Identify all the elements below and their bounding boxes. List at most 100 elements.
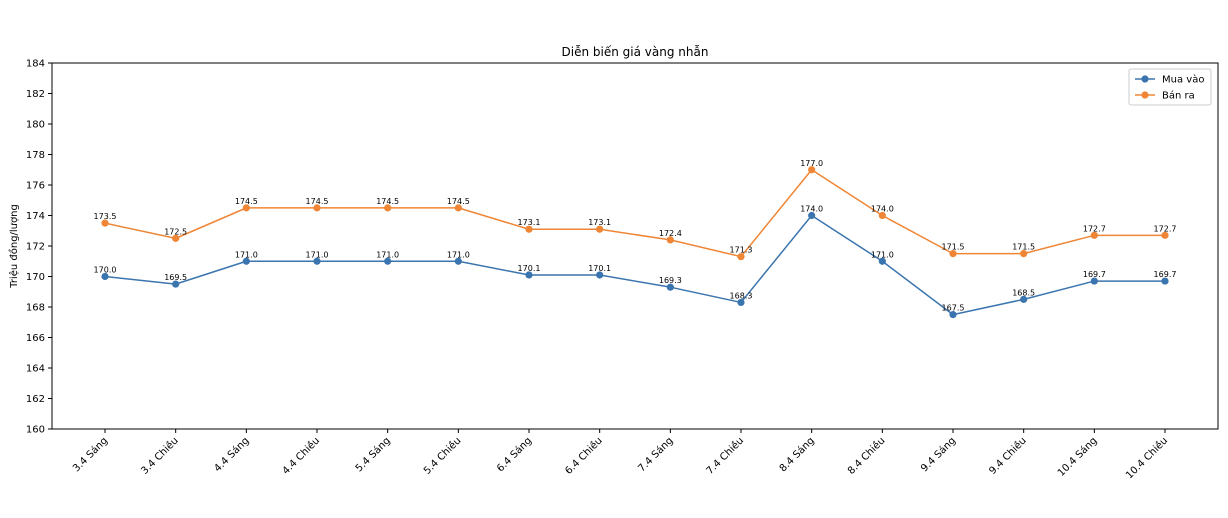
y-tick-label: 172 bbox=[26, 242, 45, 253]
data-label: 174.0 bbox=[871, 205, 894, 214]
data-point bbox=[737, 253, 745, 261]
data-point bbox=[242, 257, 250, 265]
data-point bbox=[737, 298, 745, 307]
x-tick-label: 7.4 Sáng bbox=[636, 435, 676, 475]
data-label: 174.5 bbox=[306, 197, 329, 206]
data-point bbox=[172, 234, 180, 242]
data-label: 171.0 bbox=[306, 250, 329, 259]
data-point bbox=[1161, 277, 1169, 285]
series-line-mua-vao bbox=[104, 214, 1165, 316]
data-label: 171.3 bbox=[730, 246, 753, 255]
legend-swatch-marker bbox=[1141, 75, 1149, 83]
data-point bbox=[242, 204, 250, 212]
data-label: 171.5 bbox=[1012, 243, 1035, 252]
data-point bbox=[454, 204, 462, 212]
y-tick-label: 176 bbox=[26, 181, 45, 192]
data-point bbox=[313, 204, 321, 212]
data-label: 170.1 bbox=[518, 264, 541, 273]
x-axis: 3.4 Sáng 3.4 Chiều 4.4 Sáng 4.4 Chiều 5.4 Sá… bbox=[70, 429, 1170, 481]
data-point bbox=[596, 271, 604, 279]
x-tick-label: 3.4 Chiều bbox=[139, 435, 181, 477]
y-tick-label: 166 bbox=[26, 333, 45, 344]
data-label: 171.0 bbox=[235, 250, 258, 259]
data-label: 172.7 bbox=[1083, 224, 1106, 233]
data-point bbox=[172, 280, 180, 288]
data-label: 171.5 bbox=[942, 243, 965, 252]
data-label: 174.0 bbox=[800, 205, 823, 214]
data-point bbox=[384, 257, 392, 265]
series-layer bbox=[101, 166, 1169, 319]
data-point bbox=[384, 204, 392, 212]
chart-title: Diễn biến giá vàng nhẫn bbox=[562, 45, 709, 59]
data-label: 174.5 bbox=[235, 197, 258, 206]
y-tick-label: 160 bbox=[26, 425, 45, 436]
x-tick-label: 5.4 Sáng bbox=[353, 435, 393, 475]
x-tick-label: 6.4 Sáng bbox=[494, 435, 534, 475]
data-label: 174.5 bbox=[447, 197, 470, 206]
data-label: 173.1 bbox=[588, 218, 611, 227]
y-tick-label: 170 bbox=[26, 272, 45, 283]
data-point bbox=[313, 257, 321, 265]
data-label: 173.5 bbox=[94, 212, 117, 221]
data-label: 172.7 bbox=[1154, 224, 1177, 233]
x-tick-label: 8.4 Chiều bbox=[845, 435, 887, 477]
y-axis: 160 162 164 166 168 170 172 174 176 178 180 182 184 bbox=[26, 59, 52, 436]
data-point bbox=[878, 211, 886, 220]
data-label: 173.1 bbox=[518, 218, 541, 227]
data-point bbox=[596, 225, 604, 233]
data-point bbox=[1020, 250, 1028, 258]
y-tick-label: 168 bbox=[26, 303, 45, 314]
data-point bbox=[454, 257, 462, 265]
data-point bbox=[101, 272, 109, 281]
y-tick-label: 174 bbox=[26, 211, 45, 222]
data-point bbox=[525, 225, 533, 233]
data-point bbox=[949, 250, 957, 258]
data-label: 174.5 bbox=[376, 197, 399, 206]
data-point bbox=[101, 219, 109, 227]
data-label: 169.3 bbox=[659, 276, 682, 285]
x-tick-label: 10.4 Sáng bbox=[1055, 435, 1099, 479]
y-tick-label: 184 bbox=[26, 59, 45, 70]
x-tick-label: 10.4 Chiều bbox=[1123, 435, 1170, 482]
data-label: 167.5 bbox=[942, 304, 965, 313]
data-label: 171.0 bbox=[871, 250, 894, 259]
y-axis-label: Triệu đồng/lượng bbox=[8, 204, 20, 289]
data-point bbox=[666, 283, 674, 291]
data-label: 172.4 bbox=[659, 229, 682, 238]
x-tick-label: 4.4 Sáng bbox=[212, 435, 252, 475]
data-label: 170.1 bbox=[588, 264, 611, 273]
x-tick-label: 9.4 Chiều bbox=[987, 435, 1029, 477]
data-point bbox=[525, 271, 533, 279]
x-tick-label: 7.4 Chiều bbox=[704, 435, 746, 477]
data-label: 169.7 bbox=[1083, 270, 1106, 279]
plot-frame bbox=[51, 62, 1219, 430]
x-tick-label: 8.4 Sáng bbox=[777, 435, 817, 475]
data-point bbox=[808, 211, 816, 220]
y-tick-label: 180 bbox=[26, 120, 45, 131]
y-tick-label: 178 bbox=[26, 150, 45, 161]
data-label: 170.0 bbox=[94, 266, 117, 275]
data-point bbox=[808, 166, 816, 174]
data-point bbox=[1090, 231, 1098, 239]
data-label: 171.0 bbox=[376, 250, 399, 259]
data-point bbox=[878, 257, 886, 265]
x-tick-label: 5.4 Chiều bbox=[421, 435, 463, 477]
legend-swatch-marker bbox=[1141, 91, 1149, 99]
data-point bbox=[949, 311, 957, 319]
data-point bbox=[1090, 277, 1098, 285]
data-point bbox=[1020, 295, 1028, 303]
data-label: 168.3 bbox=[730, 291, 753, 300]
data-point bbox=[666, 236, 674, 244]
data-labels: 170.0 169.5 171.0 171.0 171.0 171.0 170.1 170.1… bbox=[94, 159, 1177, 313]
legend-label: Mua vào bbox=[1162, 74, 1204, 86]
legend-box bbox=[1128, 68, 1212, 106]
x-tick-label: 4.4 Chiều bbox=[280, 435, 322, 477]
y-tick-label: 182 bbox=[26, 89, 45, 100]
data-label: 177.0 bbox=[800, 159, 823, 168]
legend-label: Bán ra bbox=[1162, 90, 1195, 102]
data-label: 172.5 bbox=[164, 227, 187, 236]
legend: Mua vào Bán ra bbox=[1128, 68, 1212, 106]
x-tick-label: 3.4 Sáng bbox=[70, 435, 110, 475]
